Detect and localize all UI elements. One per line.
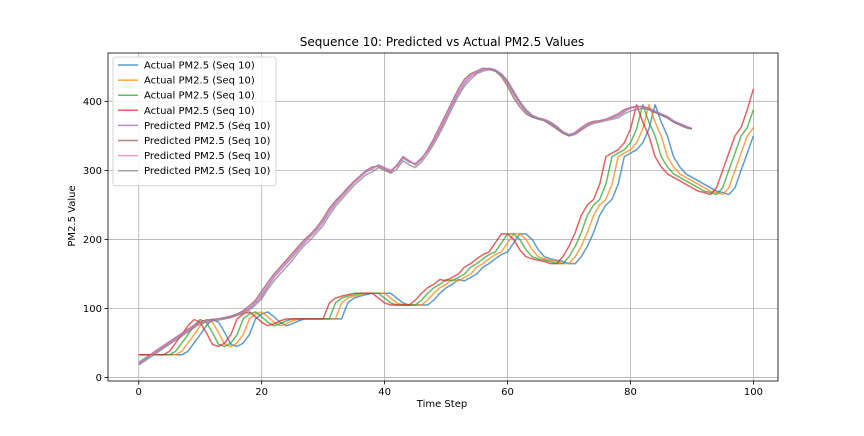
legend-box	[112, 56, 277, 187]
legend-label: Actual PM2.5 (Seq 10)	[144, 106, 255, 117]
series-lines	[138, 67, 755, 366]
y-axis-label: PM2.5 Value	[67, 185, 78, 246]
chart-title: Sequence 10: Predicted vs Actual PM2.5 V…	[300, 35, 585, 49]
y-tick-label: 200	[83, 235, 102, 246]
axis-ticks: 0 20 40 60 80 100 0 100 200 300 400	[83, 97, 763, 398]
series-line-3	[138, 104, 755, 356]
x-tick-label: 40	[378, 387, 391, 398]
legend-label: Actual PM2.5 (Seq 10)	[144, 61, 255, 72]
series-line-8	[138, 68, 693, 366]
legend-label: Predicted PM2.5 (Seq 10)	[144, 151, 271, 162]
y-tick-label: 300	[83, 166, 102, 177]
series-line-4	[138, 88, 755, 356]
y-tick-label: 100	[83, 304, 102, 315]
x-tick-label: 20	[255, 387, 268, 398]
y-tick-label: 0	[96, 373, 102, 384]
y-tick-label: 400	[83, 97, 102, 108]
x-tick-label: 100	[744, 387, 763, 398]
legend: Actual PM2.5 (Seq 10) Actual PM2.5 (Seq 1…	[112, 56, 277, 187]
legend-label: Actual PM2.5 (Seq 10)	[144, 76, 255, 87]
plot-area-frame	[107, 52, 779, 382]
legend-label: Predicted PM2.5 (Seq 10)	[144, 121, 271, 132]
x-tick-label: 60	[501, 387, 514, 398]
legend-label: Predicted PM2.5 (Seq 10)	[144, 166, 271, 177]
series-line-1	[138, 104, 755, 356]
x-tick-label: 0	[136, 387, 142, 398]
legend-label: Predicted PM2.5 (Seq 10)	[144, 136, 271, 147]
x-axis-label: Time Step	[416, 399, 467, 410]
legend-label: Actual PM2.5 (Seq 10)	[144, 91, 255, 102]
x-tick-label: 80	[624, 387, 637, 398]
